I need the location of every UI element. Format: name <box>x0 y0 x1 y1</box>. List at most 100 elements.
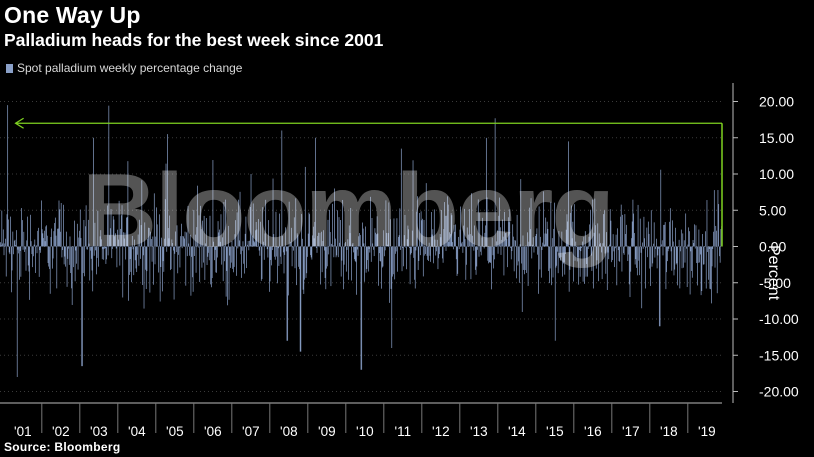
weekly-change-bar <box>513 246 515 272</box>
weekly-change-bar <box>314 221 316 247</box>
weekly-change-bar <box>420 246 421 256</box>
weekly-change-bar <box>573 246 574 282</box>
weekly-change-bar <box>287 246 289 341</box>
weekly-change-bar <box>540 236 541 247</box>
weekly-change-bar <box>342 199 344 247</box>
weekly-change-bar <box>146 246 148 272</box>
weekly-change-bar <box>389 246 390 303</box>
weekly-change-bar <box>716 230 717 247</box>
weekly-change-bar <box>87 246 88 250</box>
weekly-change-bar <box>479 212 481 247</box>
arrow-head <box>14 117 24 129</box>
weekly-change-bar <box>323 246 325 251</box>
weekly-change-bar <box>562 246 563 277</box>
weekly-change-bar <box>222 237 223 247</box>
weekly-change-bar <box>376 216 378 247</box>
weekly-change-bar <box>467 246 469 247</box>
weekly-change-bar <box>378 246 380 254</box>
weekly-change-bar <box>404 214 406 247</box>
weekly-change-bar <box>666 246 667 273</box>
weekly-change-bar <box>245 216 247 247</box>
weekly-change-bar <box>315 137 316 247</box>
weekly-change-bar <box>710 246 711 290</box>
weekly-change-bar <box>278 246 280 266</box>
weekly-change-bar <box>556 246 558 266</box>
weekly-change-bar <box>518 246 520 283</box>
y-tick-label: -15.00 <box>759 347 799 363</box>
weekly-change-bar <box>248 246 250 251</box>
weekly-change-bar <box>93 137 94 247</box>
weekly-change-bar <box>359 233 360 247</box>
weekly-change-bar <box>52 246 54 259</box>
weekly-change-bar <box>473 246 475 251</box>
weekly-change-bar <box>224 246 225 262</box>
weekly-change-bar <box>361 246 363 370</box>
weekly-change-bar <box>451 215 453 247</box>
weekly-change-bar <box>689 246 691 295</box>
weekly-change-bar <box>667 246 668 262</box>
weekly-change-bar <box>659 246 661 327</box>
weekly-change-bar <box>454 231 456 247</box>
weekly-change-bar <box>529 207 530 247</box>
weekly-change-bar <box>444 202 445 247</box>
weekly-change-bar <box>649 246 651 269</box>
weekly-change-bar <box>24 246 25 252</box>
weekly-change-bar <box>343 246 345 265</box>
weekly-change-bar <box>476 246 478 267</box>
weekly-change-bar <box>636 246 637 268</box>
weekly-change-bar <box>518 246 519 262</box>
weekly-change-bar <box>587 246 588 277</box>
weekly-change-bar <box>345 246 347 272</box>
weekly-change-bar <box>30 241 32 247</box>
weekly-change-bar <box>234 234 236 247</box>
weekly-change-bar <box>552 246 554 278</box>
weekly-change-bar <box>700 246 701 255</box>
weekly-change-bar <box>355 246 357 263</box>
x-tick-label: '10 <box>356 424 374 439</box>
weekly-change-bar <box>129 246 131 259</box>
x-tick-label: '03 <box>90 424 108 439</box>
weekly-change-bar <box>189 234 191 247</box>
weekly-change-bar <box>528 241 530 247</box>
weekly-change-bar <box>312 235 313 247</box>
weekly-change-bar <box>8 246 10 253</box>
chart-title: One Way Up <box>4 2 141 28</box>
weekly-change-bar <box>590 209 591 247</box>
weekly-change-bar <box>559 246 560 259</box>
weekly-change-bar <box>718 204 720 247</box>
x-tick-label: '08 <box>280 424 298 439</box>
weekly-change-bar <box>466 246 467 265</box>
weekly-change-bar <box>642 246 644 249</box>
weekly-change-bar <box>387 244 388 247</box>
weekly-change-bar <box>663 224 665 247</box>
weekly-change-bar <box>521 246 523 312</box>
weekly-change-bar <box>156 207 157 247</box>
weekly-change-bar <box>516 214 518 247</box>
weekly-change-bar <box>222 246 224 282</box>
weekly-change-bar <box>647 221 649 247</box>
weekly-change-bar <box>489 246 491 263</box>
weekly-change-bar <box>13 246 14 255</box>
weekly-change-bar <box>38 227 39 247</box>
weekly-change-bar <box>651 246 653 267</box>
weekly-change-bar <box>273 234 275 247</box>
weekly-change-bar <box>212 160 214 247</box>
weekly-change-bar <box>241 246 243 251</box>
weekly-change-bar <box>27 216 28 247</box>
weekly-change-bar <box>524 246 526 271</box>
weekly-change-bar <box>691 246 692 271</box>
weekly-change-bar <box>449 232 451 247</box>
weekly-change-bar <box>291 227 292 247</box>
weekly-change-bar <box>7 105 9 247</box>
y-axis-label: Percent <box>765 245 782 301</box>
weekly-change-bar <box>148 227 149 247</box>
weekly-change-bar <box>392 246 394 275</box>
weekly-change-bar <box>285 246 287 252</box>
weekly-change-bar <box>140 225 142 247</box>
weekly-change-bar <box>267 246 269 258</box>
weekly-change-bar <box>118 239 119 247</box>
weekly-change-bar <box>571 205 572 247</box>
weekly-change-bar <box>274 246 275 257</box>
weekly-change-bar <box>89 246 91 281</box>
weekly-change-bar <box>98 246 100 247</box>
